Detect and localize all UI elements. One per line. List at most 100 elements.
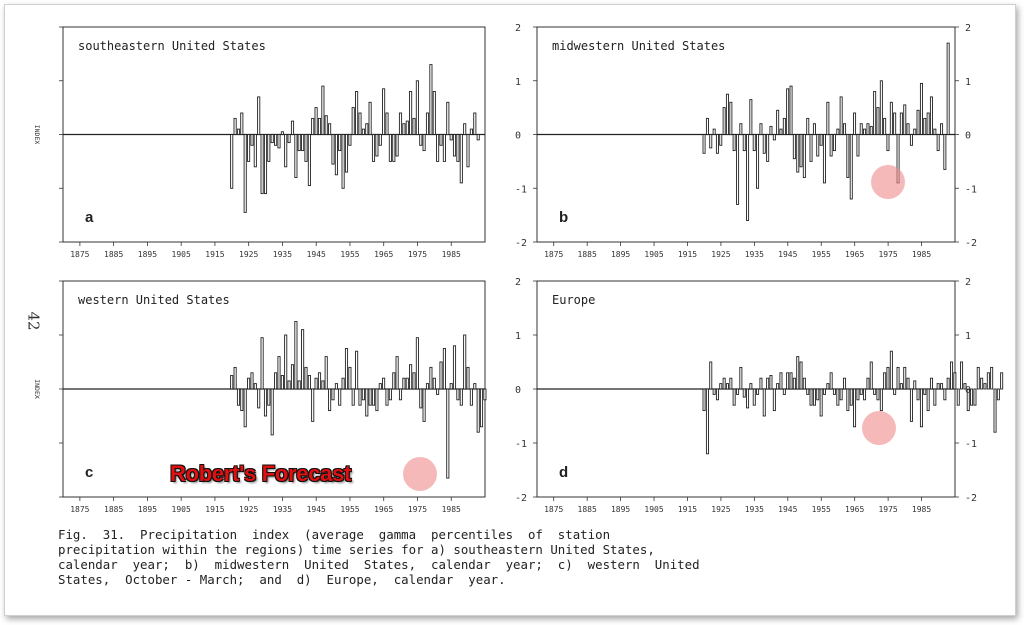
bar [368, 388, 372, 406]
bar [240, 112, 244, 135]
y-tick-label: -1 [965, 184, 977, 195]
bar [355, 350, 359, 390]
bar [463, 334, 467, 390]
bar [307, 134, 311, 187]
y-tick-label-left: 2 [515, 23, 521, 34]
bar [923, 117, 927, 135]
bar [983, 383, 987, 390]
y-tick-label-left: -2 [515, 493, 527, 504]
x-tick-label: 1965 [374, 505, 393, 514]
bar [709, 134, 713, 149]
bar [365, 388, 369, 417]
bar [409, 364, 413, 390]
x-tick-label: 1885 [578, 250, 597, 259]
bar [926, 388, 930, 412]
bar [866, 123, 870, 135]
bar [766, 377, 770, 390]
bar [432, 91, 436, 135]
bar [792, 134, 796, 160]
bar [869, 125, 873, 135]
x-tick-label: 1955 [340, 505, 359, 514]
bar [909, 388, 913, 422]
bar [236, 128, 241, 135]
y-tick-label: 1 [965, 77, 971, 88]
bar [348, 366, 352, 390]
x-tick-label: 1985 [442, 505, 461, 514]
bar [919, 388, 923, 428]
bar [436, 134, 440, 162]
bar [297, 134, 301, 152]
x-tick-label: 1905 [172, 505, 191, 514]
bar [341, 377, 345, 390]
bar [368, 101, 372, 136]
bar [331, 388, 335, 401]
bar [338, 388, 342, 406]
bar [732, 134, 736, 152]
bar [919, 82, 923, 135]
bar [759, 377, 763, 390]
bar [425, 383, 430, 390]
bar [402, 377, 406, 390]
bar [799, 361, 803, 390]
y-tick-label-left: 0 [515, 131, 521, 142]
bar [233, 117, 237, 135]
bar [398, 112, 403, 135]
bar [230, 134, 234, 189]
bar [856, 134, 860, 157]
bar [290, 364, 295, 390]
figure-page [4, 4, 1016, 616]
bar [415, 337, 419, 390]
bar [859, 388, 863, 395]
x-tick-label: 1975 [878, 250, 897, 259]
bar [422, 388, 426, 422]
bar [371, 134, 376, 162]
bar [473, 383, 477, 390]
bar [284, 334, 288, 390]
x-tick-label: 1985 [912, 505, 931, 514]
bar [314, 107, 318, 135]
bar [331, 134, 335, 165]
bar [869, 361, 873, 390]
bar [429, 64, 433, 135]
bar [916, 109, 920, 135]
bar [909, 134, 913, 146]
bar [712, 388, 716, 395]
bar [715, 388, 719, 401]
bar [976, 366, 980, 390]
bar [863, 388, 867, 401]
bar [739, 366, 743, 390]
bar [284, 134, 288, 168]
bar [769, 125, 773, 135]
bar [476, 388, 480, 433]
bar [483, 388, 487, 401]
bar [405, 377, 409, 390]
x-tick-label: 1945 [778, 505, 797, 514]
bar [990, 366, 994, 390]
bar [476, 134, 480, 141]
bar [385, 388, 389, 406]
bar [705, 117, 709, 135]
x-tick-label: 1935 [273, 250, 292, 259]
bar [277, 356, 281, 390]
bar [317, 117, 322, 135]
bar [879, 80, 883, 136]
bar [247, 134, 251, 162]
chart-panel-d: 1875 1885 1895 1905 1915 1925 1935 1945 1955 1965… [515, 277, 1004, 514]
y-tick-label: 0 [965, 385, 971, 396]
bar [873, 388, 877, 395]
bar [832, 388, 836, 395]
bar [243, 388, 247, 428]
bar [378, 134, 382, 146]
bar [829, 372, 833, 390]
bar [324, 115, 328, 135]
bar [344, 348, 349, 390]
x-tick-label: 1945 [778, 250, 797, 259]
x-tick-label: 1905 [644, 505, 663, 514]
bar [762, 388, 766, 417]
bar [756, 388, 760, 395]
bar [736, 134, 740, 205]
highlight-marker [403, 457, 437, 491]
x-tick-label: 1955 [812, 505, 831, 514]
y-tick-label: 2 [965, 23, 971, 34]
y-tick-label: -1 [965, 439, 977, 450]
